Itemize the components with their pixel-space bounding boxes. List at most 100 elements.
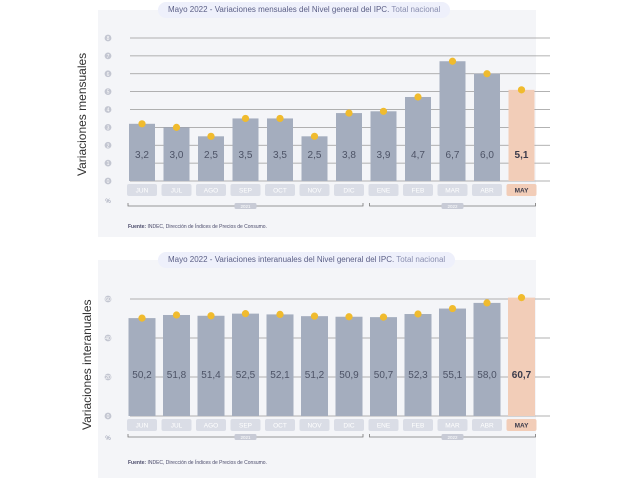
bar: [128, 318, 156, 416]
source-note: Fuente: INDEC, Dirección de Índices de P…: [128, 460, 267, 466]
value-label: 3,5: [273, 150, 287, 161]
value-label: 50,9: [339, 370, 359, 381]
value-label: 3,2: [135, 150, 149, 161]
month-label: AGO: [204, 423, 218, 430]
y-tick-dot: [104, 295, 112, 303]
value-label: 3,8: [342, 150, 356, 161]
year-box: [234, 203, 257, 209]
bar: [474, 73, 500, 181]
data-point: [172, 123, 181, 131]
bar: [508, 89, 535, 181]
month-label: JUN: [136, 188, 149, 195]
value-label: 50,2: [132, 370, 152, 381]
y-tick-dot: [104, 34, 112, 42]
month-box: [472, 419, 502, 431]
month-box: [299, 184, 330, 196]
month-label: SEP: [239, 188, 252, 195]
month-box: [403, 419, 433, 431]
month-label: DIC: [343, 423, 355, 430]
data-point: [207, 132, 215, 140]
value-label: 5,1: [515, 150, 529, 161]
month-box: [196, 419, 226, 431]
value-label: 3,9: [377, 150, 391, 161]
month-box: [506, 184, 537, 196]
bar: [198, 136, 224, 181]
month-box: [196, 184, 226, 196]
bar: [370, 111, 397, 181]
data-point: [414, 310, 422, 318]
bar: [404, 314, 432, 416]
month-label: MAR: [445, 423, 460, 430]
data-point: [414, 93, 422, 101]
unit-label: %: [105, 436, 111, 442]
value-label: 51,8: [167, 370, 187, 381]
data-point: [276, 114, 284, 123]
bar: [163, 314, 190, 416]
month-box: [265, 419, 295, 431]
source-label: Fuente:: [128, 460, 147, 466]
chart-title-sub: Total nacional: [396, 255, 446, 264]
year-label: 2021: [240, 435, 251, 440]
year-box: [234, 434, 257, 440]
data-point: [241, 310, 250, 318]
data-point: [448, 304, 457, 313]
value-label: 51,4: [201, 370, 221, 381]
y-tick-label: 0: [107, 414, 110, 420]
month-label: MAR: [445, 188, 460, 195]
data-point: [172, 311, 181, 319]
month-label: SEP: [239, 423, 252, 430]
year-label: 2022: [447, 204, 458, 209]
month-label: JUL: [171, 188, 183, 195]
bar: [439, 61, 466, 181]
data-point: [138, 120, 146, 128]
bar: [266, 314, 294, 416]
month-box: [127, 184, 157, 196]
month-label: NOV: [307, 423, 322, 430]
y-tick-dot: [104, 334, 112, 342]
month-box: [127, 419, 157, 431]
y-tick-label: 4: [107, 108, 110, 114]
bar: [335, 316, 363, 416]
month-label: ABR: [480, 423, 494, 430]
data-point: [207, 312, 215, 320]
y-tick-dot: [104, 106, 112, 113]
value-label: 52,5: [236, 370, 256, 381]
month-label: NOV: [307, 188, 322, 195]
y-tick-dot: [104, 373, 112, 381]
month-label: FEB: [412, 423, 425, 430]
data-point: [379, 313, 388, 321]
bar: [267, 118, 293, 181]
chart-title-sub: Total nacional: [391, 5, 441, 14]
data-point: [517, 294, 526, 302]
bar: [370, 317, 397, 416]
month-label: OCT: [273, 188, 287, 195]
y-tick-dot: [104, 70, 112, 78]
bar: [439, 308, 466, 416]
value-label: 3,0: [170, 150, 184, 161]
bar: [129, 123, 155, 181]
value-label: 52,3: [408, 370, 428, 381]
source-note: Fuente: INDEC, Dirección de Índices de P…: [128, 224, 267, 230]
year-label: 2022: [447, 435, 458, 440]
month-label: JUL: [171, 423, 183, 430]
month-label: AGO: [204, 188, 218, 195]
bar: [232, 313, 259, 416]
bar: [301, 136, 328, 181]
y-tick-dot: [104, 412, 112, 420]
month-box: [161, 184, 192, 196]
y-tick-dot: [104, 177, 112, 185]
value-label: 52,1: [270, 370, 290, 381]
value-label: 50,7: [374, 370, 394, 381]
y-tick-label: 6: [107, 72, 110, 78]
month-box: [437, 184, 468, 196]
month-label: MAY: [515, 423, 530, 430]
month-box: [334, 419, 364, 431]
month-label: ENE: [377, 423, 391, 430]
month-box: [506, 419, 537, 431]
month-box: [334, 184, 364, 196]
data-point: [379, 107, 388, 115]
year-label: 2021: [240, 204, 251, 209]
y-tick-dot: [104, 141, 112, 149]
year-box: [441, 203, 464, 209]
